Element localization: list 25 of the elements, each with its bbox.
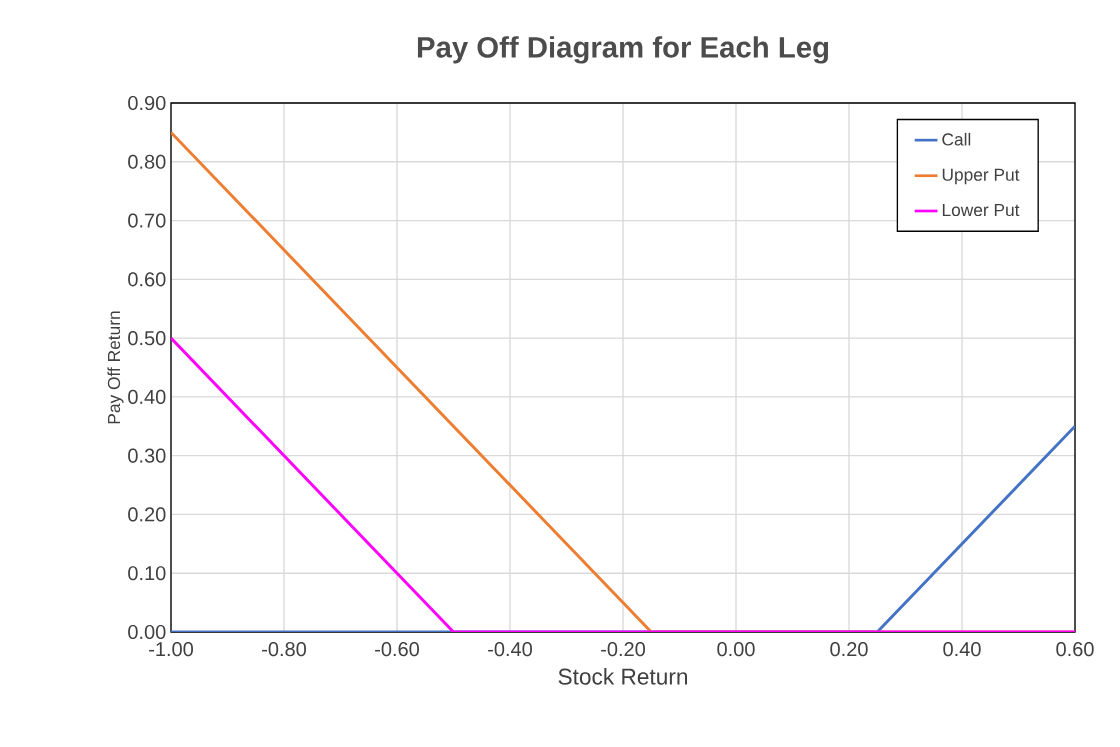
x-tick-label: 0.20 [830,642,868,657]
legend-label: Call [942,132,971,146]
x-tick-label: 0.60 [1056,642,1094,657]
y-tick-label: 0.20 [128,507,166,522]
y-tick-label: 0.00 [128,624,166,640]
x-tick-label: -0.80 [262,642,306,657]
x-tick-label: -0.40 [488,642,532,657]
chart-title: Pay Off Diagram for Each Leg [417,36,829,64]
y-tick-label: 0.50 [128,331,166,346]
x-tick-label: 0.40 [943,642,981,657]
x-axis-title: Stock Return [558,668,688,685]
legend-label: Lower Put [942,204,1020,217]
y-tick-label: 0.60 [128,272,166,287]
y-tick-label: 0.90 [128,95,166,111]
x-tick-label: -0.20 [601,642,645,657]
y-axis-title: Pay Off Return [107,311,124,424]
y-tick-label: 0.30 [128,448,166,463]
x-tick-label: -0.60 [375,642,419,657]
x-tick-label: 0.00 [717,642,755,657]
y-tick-label: 0.70 [128,213,166,228]
legend-label: Upper Put [942,168,1020,185]
x-tick-label: -1.00 [149,642,193,657]
y-tick-label: 0.40 [128,389,166,404]
y-tick-label: 0.80 [128,154,166,169]
y-tick-label: 0.10 [128,566,166,581]
